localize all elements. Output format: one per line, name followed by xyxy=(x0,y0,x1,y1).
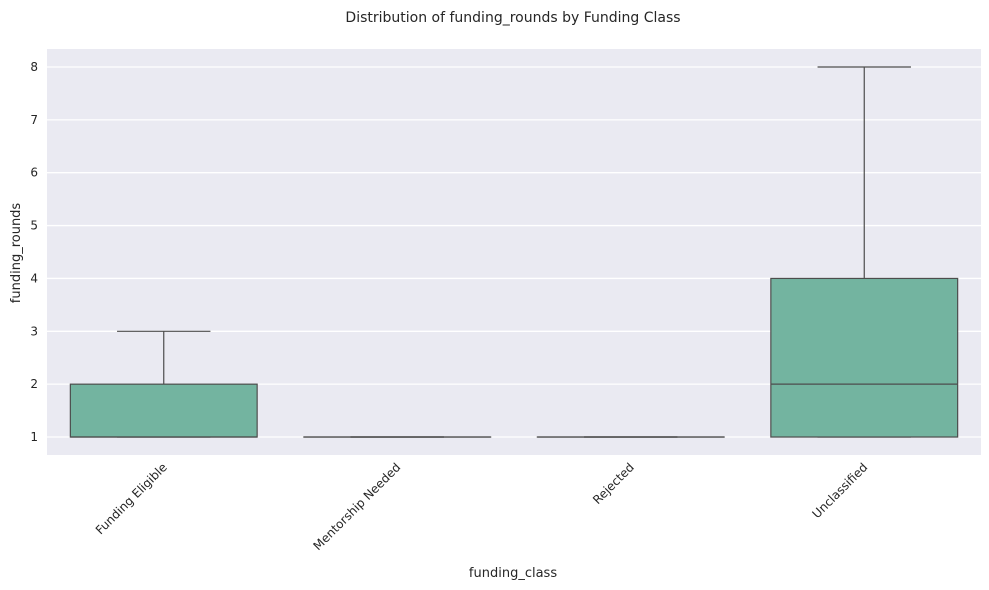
y-axis-ticks: 1 2 3 4 5 6 7 8 xyxy=(30,60,38,444)
box-unclassified xyxy=(770,66,959,438)
x-axis-label: funding_class xyxy=(469,566,557,581)
x-tick-label: Rejected xyxy=(590,460,637,507)
box-iqr xyxy=(770,277,959,438)
y-axis-label: funding_rounds xyxy=(9,203,24,304)
x-axis-ticks: Funding Eligible Mentorship Needed Rejecte… xyxy=(93,460,871,553)
y-tick-label: 1 xyxy=(30,430,38,444)
box-series xyxy=(69,66,959,438)
box-iqr xyxy=(69,383,258,438)
y-tick-label: 3 xyxy=(30,324,38,338)
box-funding-eligible xyxy=(69,330,258,438)
y-tick-label: 4 xyxy=(30,271,38,285)
y-tick-label: 2 xyxy=(30,377,38,391)
x-tick-label: Mentorship Needed xyxy=(311,460,404,553)
y-tick-label: 6 xyxy=(30,166,38,180)
y-tick-label: 5 xyxy=(30,219,38,233)
chart-title: Distribution of funding_rounds by Fundin… xyxy=(345,10,680,26)
x-tick-label: Unclassified xyxy=(810,460,871,521)
y-tick-label: 7 xyxy=(30,113,38,127)
y-tick-label: 8 xyxy=(30,60,38,74)
x-tick-label: Funding Eligible xyxy=(93,460,170,537)
